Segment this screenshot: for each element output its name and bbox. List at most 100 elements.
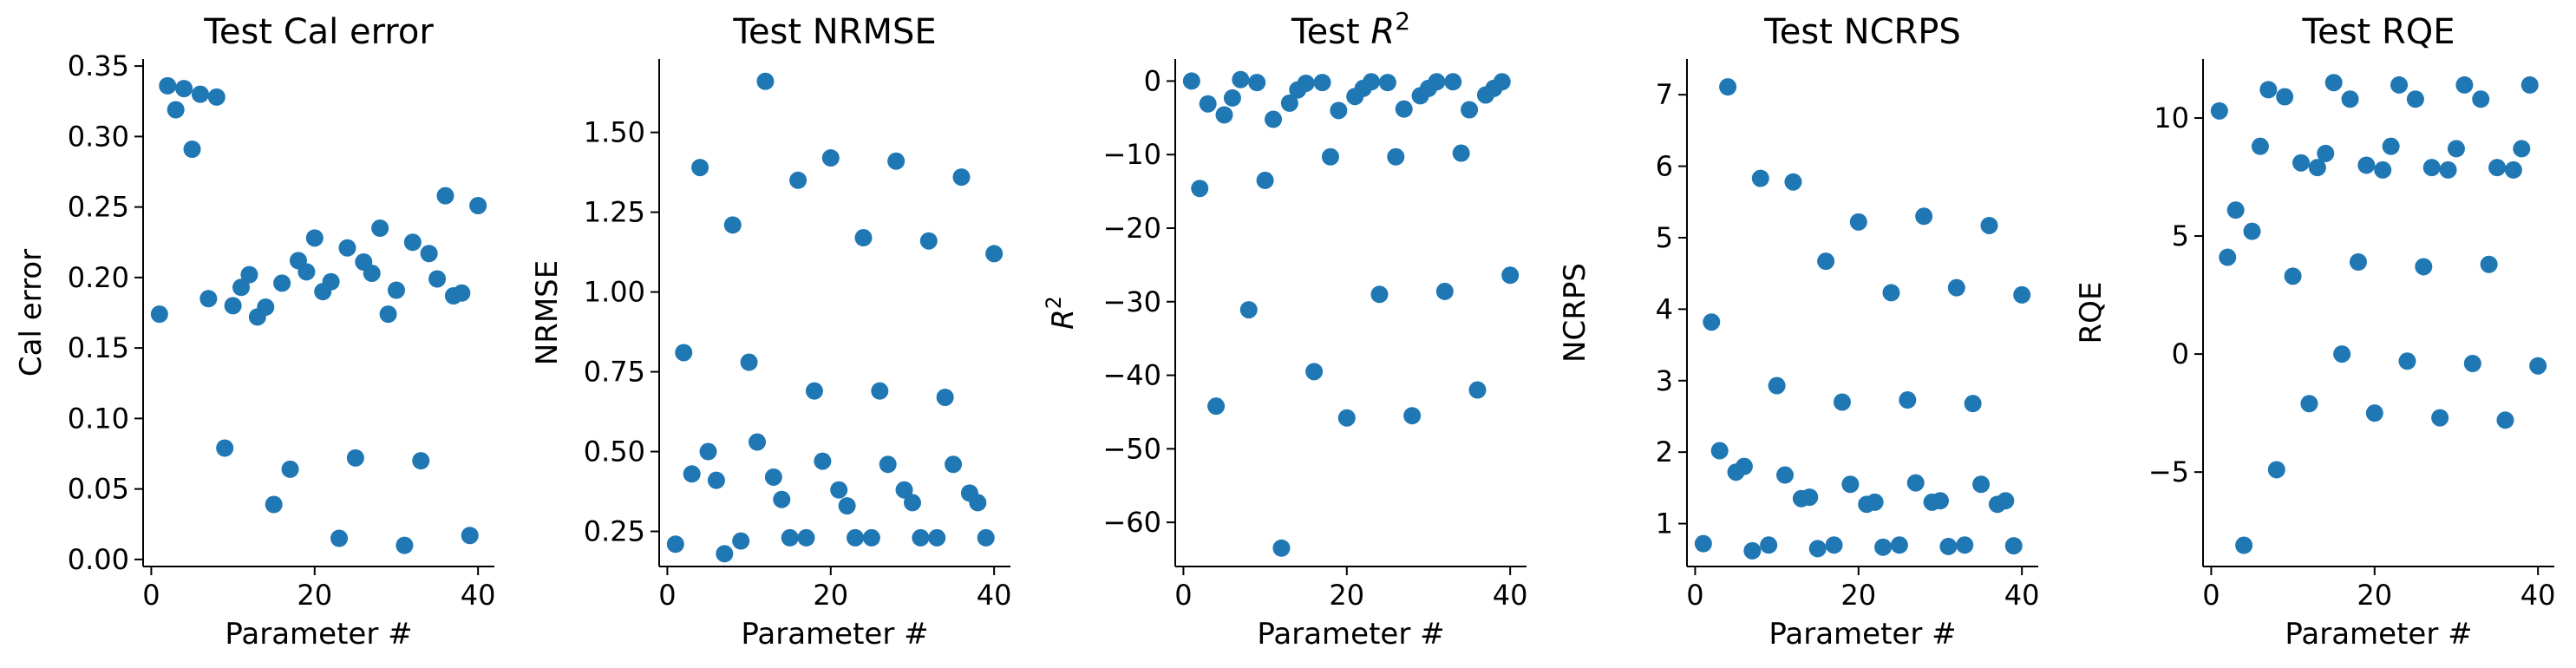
data-point [224, 297, 242, 315]
data-point [1694, 534, 1712, 553]
data-point [1378, 74, 1396, 92]
data-point [1321, 147, 1339, 166]
data-point [1784, 173, 1802, 191]
data-point [1232, 70, 1250, 88]
chart-title: Test Cal error [203, 12, 434, 52]
data-point [1768, 377, 1786, 395]
data-point [2447, 140, 2465, 158]
data-point [1452, 144, 1470, 162]
data-point [2267, 461, 2285, 479]
data-point [1808, 540, 1827, 558]
data-point [1493, 73, 1511, 91]
chart-title: Test NRMSE [732, 12, 936, 52]
data-point [2513, 140, 2531, 158]
data-point [273, 274, 291, 292]
data-point [879, 455, 897, 474]
data-point [1435, 282, 1454, 300]
y-tick-label: 5 [2172, 219, 2189, 252]
data-point [2357, 156, 2376, 174]
data-point [1191, 180, 1209, 198]
data-point [1719, 78, 1737, 96]
data-point [683, 465, 701, 483]
data-point [2520, 75, 2539, 94]
y-tick-label: 6 [1656, 150, 1673, 183]
data-point [428, 270, 447, 288]
data-point [1833, 393, 1851, 411]
data-point [2259, 81, 2278, 99]
data-point [281, 460, 299, 478]
data-point [469, 197, 487, 214]
chart-panels: Test Cal error 0.00 0.05 0.10 0.15 0.20 0.25 0.… [14, 7, 2556, 652]
data-point [1363, 73, 1381, 91]
data-point [1239, 301, 1258, 319]
data-point [257, 298, 275, 316]
x-tick-label: 40 [977, 579, 1012, 612]
data-point [1468, 381, 1487, 399]
data-point [363, 265, 381, 282]
x-tick-label: 0 [142, 579, 160, 612]
data-point [2406, 90, 2424, 108]
data-point [1947, 278, 1965, 297]
data-point [2333, 345, 2351, 363]
data-point [2219, 248, 2237, 266]
data-point [305, 229, 324, 247]
data-point [2374, 160, 2392, 179]
data-point [1890, 536, 1908, 554]
data-point [1997, 492, 2015, 510]
data-point [2292, 154, 2311, 172]
data-point [1428, 73, 1446, 91]
data-point [936, 389, 954, 406]
data-point [2463, 355, 2481, 372]
x-tick-label: 20 [1840, 579, 1876, 612]
data-point [2300, 395, 2318, 413]
data-point [1710, 442, 1729, 460]
data-point [216, 439, 234, 457]
y-tick-label: −60 [1102, 506, 1161, 539]
data-point [159, 76, 177, 95]
data-point [1874, 538, 1893, 556]
x-tick-label: 40 [2520, 579, 2556, 612]
x-axis-label: Parameter # [741, 617, 928, 652]
data-point [1972, 475, 1991, 494]
data-point [912, 528, 930, 547]
data-point [814, 452, 832, 470]
data-point [2504, 160, 2522, 179]
data-point [1387, 147, 1405, 166]
data-point [371, 219, 389, 237]
y-axis-label: Cal error [14, 249, 49, 377]
x-tick-label: 20 [297, 579, 332, 612]
data-point [453, 284, 471, 302]
data-point [1964, 395, 1982, 413]
data-point [805, 382, 823, 400]
x-tick-label: 20 [2357, 579, 2392, 612]
x-tick-label: 0 [2202, 579, 2220, 612]
data-point [1501, 266, 1520, 285]
data-point [862, 528, 880, 547]
y-tick-label: −10 [1102, 138, 1161, 171]
y-tick-label: 1.25 [584, 196, 645, 229]
data-point [379, 305, 397, 324]
y-axis-label: NRMSE [530, 260, 565, 365]
data-point [2251, 137, 2269, 155]
data-point [1370, 285, 1389, 304]
data-point [1825, 536, 1843, 554]
data-point [2243, 222, 2261, 240]
data-point [2439, 160, 2457, 179]
data-point [1256, 171, 1274, 189]
data-point [1272, 539, 1291, 557]
y-tick-label: 1.00 [584, 276, 645, 309]
data-point [240, 265, 258, 284]
x-axis-label: Parameter # [1769, 617, 1956, 652]
data-point [1403, 407, 1422, 425]
data-point [2529, 357, 2547, 375]
data-point [2349, 253, 2367, 271]
data-point [1956, 536, 1974, 554]
y-tick-label: 0.50 [584, 436, 645, 468]
data-point [1980, 216, 1998, 234]
data-point [716, 545, 734, 563]
data-point [1265, 110, 1283, 128]
y-tick-label: 0.10 [68, 402, 129, 435]
data-point [1906, 474, 1925, 492]
data-point [2235, 536, 2253, 554]
